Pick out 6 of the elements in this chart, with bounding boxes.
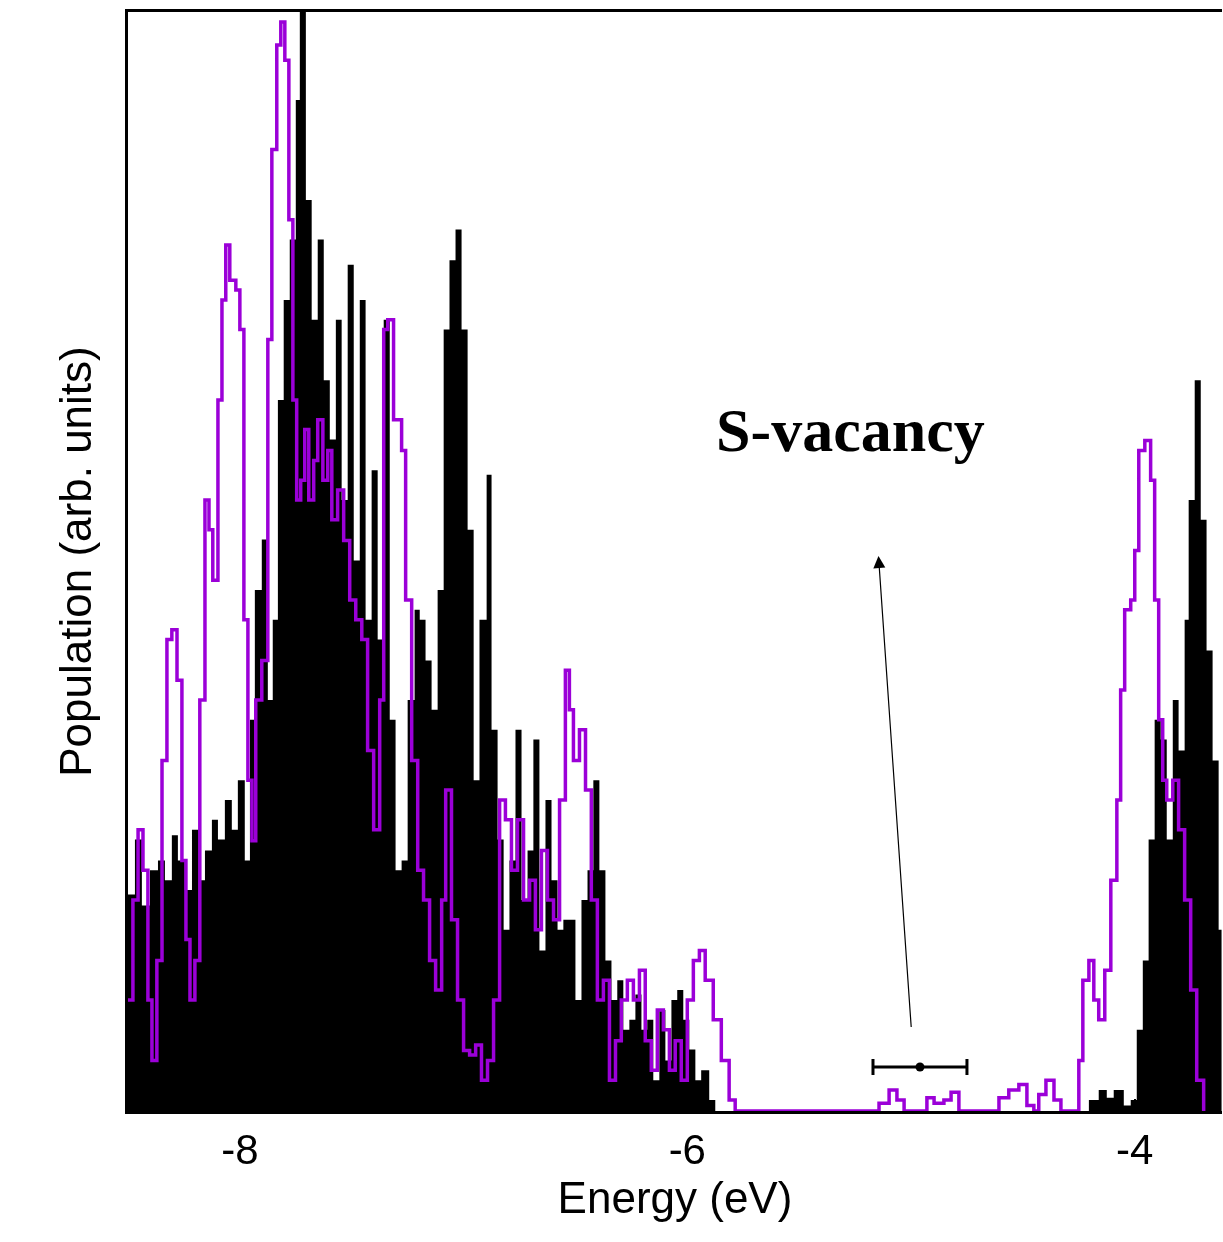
annotation: S-vacancy <box>716 396 985 464</box>
y-axis-title: Population (arb. units) <box>51 346 101 777</box>
x-axis-title: Energy (eV) <box>557 1173 793 1223</box>
x-tick-label: -8 <box>221 1126 259 1174</box>
x-tick-label: -4 <box>1116 1126 1154 1174</box>
x-tick-label: -6 <box>668 1126 706 1174</box>
